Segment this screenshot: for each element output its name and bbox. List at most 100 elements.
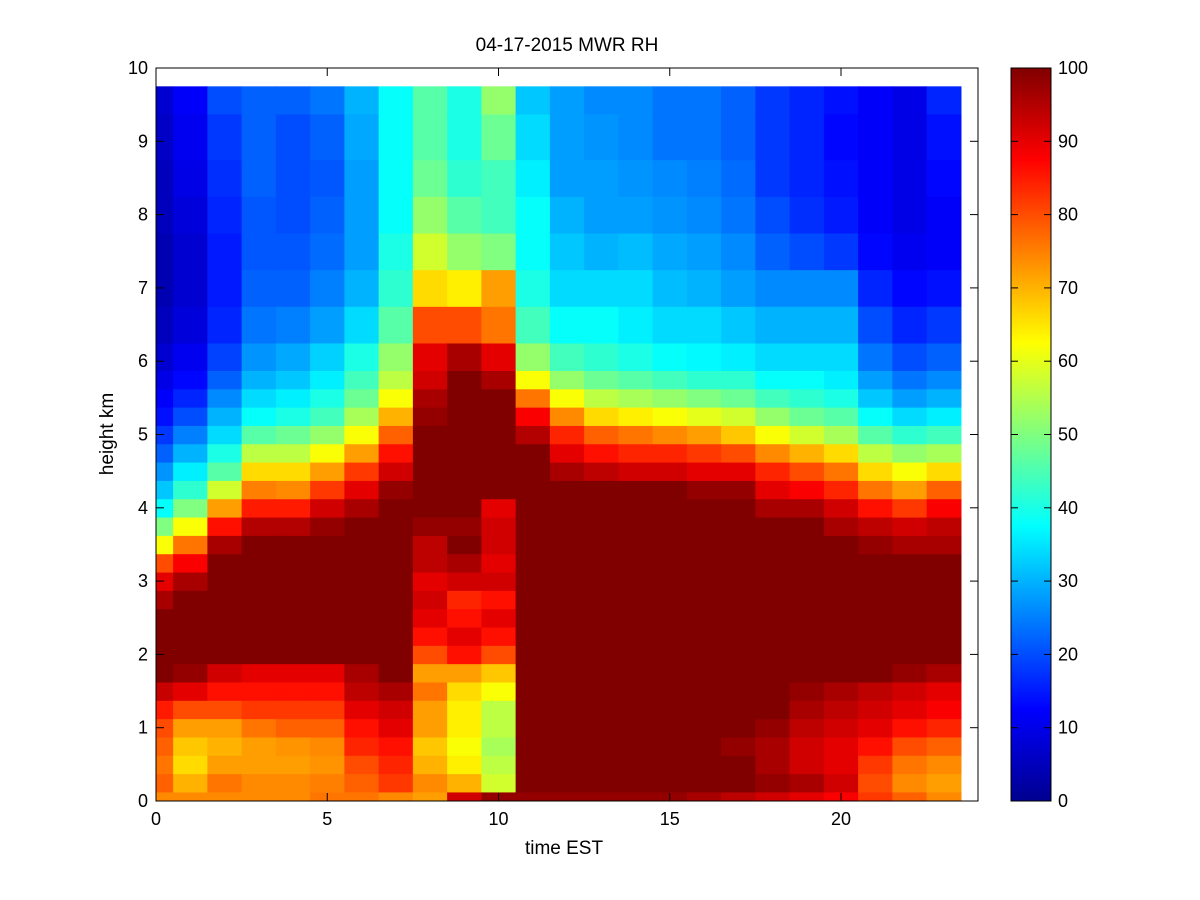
heatmap-cell (241, 663, 277, 683)
heatmap-cell (686, 571, 722, 591)
heatmap-cell (892, 755, 928, 775)
heatmap-cell (823, 663, 859, 683)
heatmap-cell (549, 773, 585, 793)
heatmap-cell (755, 535, 791, 555)
heatmap-cell (515, 113, 551, 161)
heatmap-cell (721, 755, 756, 775)
heatmap-cell (823, 443, 859, 463)
heatmap-cell (275, 755, 311, 775)
heatmap-cell (584, 645, 619, 665)
heatmap-cell (618, 718, 654, 738)
heatmap-cell (584, 718, 619, 738)
heatmap-cell (447, 306, 482, 344)
heatmap-cell (310, 498, 345, 518)
heatmap-cell (686, 269, 722, 307)
heatmap-cell (275, 443, 311, 463)
heatmap-cell (156, 443, 174, 463)
heatmap-cell (686, 306, 722, 344)
heatmap-cell (584, 571, 619, 591)
heatmap-cell (584, 269, 619, 307)
heatmap-cell (310, 535, 345, 555)
heatmap-cell (344, 370, 380, 390)
heatmap-cell (481, 626, 517, 646)
heatmap-cell (447, 407, 482, 426)
heatmap-cell (721, 443, 756, 463)
heatmap-cell (755, 232, 791, 271)
heatmap-cell (447, 498, 482, 518)
heatmap-cell (275, 590, 311, 610)
heatmap-cell (584, 663, 619, 683)
heatmap-cell (721, 645, 756, 665)
heatmap-cell (823, 755, 859, 775)
heatmap-cell (892, 388, 928, 408)
heatmap-cell (926, 516, 962, 536)
heatmap-cell (721, 553, 756, 573)
heatmap-cell (310, 681, 345, 701)
y-tick-label: 10 (128, 58, 148, 78)
heatmap-cell (447, 425, 482, 445)
heatmap-cell (344, 498, 380, 518)
heatmap-cell (481, 535, 517, 555)
heatmap-cell (378, 86, 414, 115)
heatmap-cell (515, 553, 551, 573)
heatmap-cell (892, 626, 928, 646)
heatmap-cell (412, 590, 448, 610)
heatmap-cell (584, 791, 619, 801)
heatmap-cell (241, 461, 277, 481)
heatmap-cell (892, 443, 928, 463)
heatmap-cell (173, 553, 208, 573)
heatmap-cell (618, 86, 654, 115)
heatmap-cell (173, 590, 208, 610)
heatmap-cell (173, 608, 208, 628)
heatmap-cell (618, 370, 654, 390)
heatmap-cell (858, 755, 893, 775)
heatmap-cell (823, 700, 859, 720)
heatmap-cell (173, 755, 208, 775)
heatmap-cell (584, 196, 619, 234)
heatmap-cell (721, 791, 756, 801)
heatmap-cell (755, 681, 791, 701)
heatmap-cell (156, 535, 174, 555)
heatmap-cell (344, 407, 380, 426)
heatmap-cell (721, 425, 756, 445)
heatmap-cell (926, 590, 962, 610)
heatmap-cell (173, 645, 208, 665)
heatmap-cell (789, 736, 825, 756)
heatmap-cell (241, 773, 277, 793)
heatmap-cell (156, 663, 174, 683)
heatmap-cell (344, 718, 380, 738)
x-tick-label: 20 (831, 809, 851, 829)
heatmap-cell (892, 535, 928, 555)
heatmap-cell (156, 736, 174, 756)
heatmap-cell (412, 626, 448, 646)
heatmap-cell (549, 269, 585, 307)
heatmap-cell (344, 425, 380, 445)
heatmap-cell (207, 553, 243, 573)
heatmap-cell (652, 645, 688, 665)
heatmap-cell (858, 626, 893, 646)
heatmap-cell (686, 425, 722, 445)
heatmap-cell (721, 516, 756, 536)
heatmap-cell (447, 590, 482, 610)
heatmap-cell (447, 443, 482, 463)
heatmap-cell (515, 159, 551, 197)
heatmap-cell (686, 461, 722, 481)
heatmap-cell (310, 306, 345, 344)
heatmap-cell (515, 791, 551, 801)
heatmap-cell (686, 388, 722, 408)
heatmap-cell (275, 113, 311, 161)
heatmap-cell (241, 232, 277, 271)
heatmap-cell (173, 480, 208, 500)
heatmap-cell (755, 269, 791, 307)
heatmap-cell (173, 626, 208, 646)
heatmap-cell (207, 498, 243, 518)
heatmap-cell (241, 791, 277, 801)
heatmap-cell (173, 681, 208, 701)
heatmap-cell (173, 113, 208, 161)
heatmap-cell (618, 480, 654, 500)
heatmap-cell (156, 590, 174, 610)
heatmap-cell (652, 498, 688, 518)
heatmap-cell (173, 407, 208, 426)
heatmap-cell (652, 407, 688, 426)
heatmap-cell (515, 755, 551, 775)
